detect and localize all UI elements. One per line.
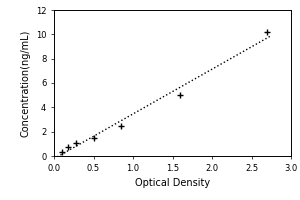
Y-axis label: Concentration(ng/mL): Concentration(ng/mL) bbox=[20, 29, 30, 137]
X-axis label: Optical Density: Optical Density bbox=[135, 178, 210, 188]
